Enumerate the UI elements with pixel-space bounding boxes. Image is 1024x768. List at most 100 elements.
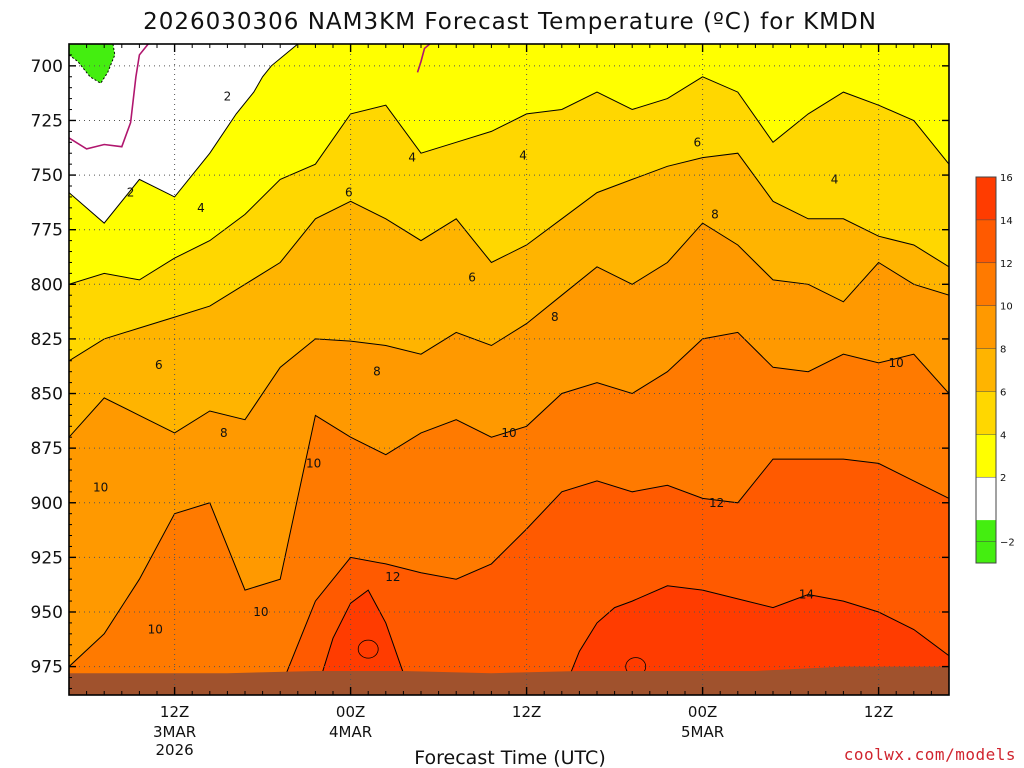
contour-label-text: 8: [711, 207, 719, 221]
colorbar-label-6: 12: [1000, 259, 1013, 270]
ytick-label-850: 850: [31, 385, 63, 405]
contour-label-text: 2: [224, 89, 232, 103]
freezing-line-2: [416, 44, 431, 73]
contour-label-16: 10: [306, 456, 321, 470]
colorbar-swatch-4: [976, 348, 996, 392]
contour-label-text: 6: [468, 271, 476, 285]
contour-label-text: 6: [155, 358, 163, 372]
contour-label-13: 8: [551, 310, 559, 324]
ytick-label-750: 750: [31, 166, 63, 186]
contour-label-text: 10: [501, 426, 516, 440]
xtick-label-4: 12Z: [864, 703, 893, 721]
xtick-date-0: 3MAR: [153, 723, 196, 741]
chart-title: 2026030306 NAM3KM Forecast Temperature (…: [143, 9, 877, 35]
colorbar-swatch-8: [976, 177, 996, 220]
isotherm-8: [69, 222, 949, 438]
contour-label-3: 4: [197, 201, 205, 215]
contour-label-22: 12: [709, 496, 724, 510]
contour-label-14: 8: [711, 207, 719, 221]
xtick-date-3: 5MAR: [681, 723, 724, 741]
axes: 700 725 750 775 800 825 850 875 900 925 950 975 12Z 3…: [31, 44, 949, 759]
contour-label-10: 6: [693, 135, 701, 149]
xtick-date-1: 4MAR: [329, 723, 372, 741]
contour-label-21: 12: [385, 570, 400, 584]
contour-label-8: 6: [468, 271, 476, 285]
ytick-label-900: 900: [31, 494, 63, 514]
isotherm-14: [314, 585, 949, 695]
colorbar-swatch-5: [976, 305, 996, 349]
colorbar-swatch-2: [976, 434, 996, 478]
ytick-label-825: 825: [31, 330, 63, 350]
freezing-line-1: [69, 44, 149, 150]
contour-label-text: 4: [519, 148, 527, 162]
contour-label-text: 4: [408, 151, 416, 165]
ytick-label-700: 700: [31, 57, 63, 77]
isotherm-12: [69, 458, 949, 695]
contour-label-4: 4: [408, 151, 416, 165]
contour-label-5: 4: [519, 148, 527, 162]
ytick-label-950: 950: [31, 603, 63, 623]
isotherm-4: [69, 76, 949, 285]
xtick-label-2: 12Z: [512, 703, 541, 721]
contour-label-23: 14: [799, 588, 814, 602]
contour-label-text: 6: [345, 186, 353, 200]
contour-label-text: 10: [253, 605, 268, 619]
ytick-label-975: 975: [31, 658, 63, 678]
contour-label-2: 2: [127, 186, 135, 200]
temp-band-14: [315, 585, 949, 695]
contour-label-19: 10: [253, 605, 268, 619]
isotherm-6: [69, 152, 949, 362]
plot-area: 2 2 4 4 4 4 6 6 6 6 8 8 8 8 10 10 10 10 10 10 12 12 14: [69, 44, 949, 695]
cold-pocket: [69, 44, 116, 84]
contour-label-text: 8: [551, 310, 559, 324]
contour-label-12: 8: [220, 426, 228, 440]
isotherm-2: [69, 44, 949, 224]
contour-label-text: 10: [93, 480, 108, 494]
contour-label-20: 10: [889, 356, 904, 370]
isotherm-10: [69, 331, 949, 667]
xtick-label-1: 00Z: [336, 703, 365, 721]
colorbar-label-7: 14: [1000, 216, 1013, 227]
colorbar-swatch-6: [976, 262, 996, 306]
warm-pocket-1: [357, 639, 379, 659]
contour-label-text: 4: [197, 201, 205, 215]
credit-link[interactable]: coolwx.com/models: [844, 745, 1016, 764]
xtick-label-0: 12Z: [160, 703, 189, 721]
plot-frame: [68, 43, 950, 696]
contour-label-6: 4: [831, 172, 839, 186]
colorbar-swatch-3: [976, 391, 996, 435]
colorbar-label-2: 4: [1000, 430, 1006, 441]
contour-label-18: 10: [148, 622, 163, 636]
contour-label-text: 12: [709, 496, 724, 510]
colorbar-label-5: 10: [1000, 302, 1013, 313]
gridlines: [69, 44, 949, 695]
ytick-label-875: 875: [31, 439, 63, 459]
ytick-label-800: 800: [31, 275, 63, 295]
colorbar-label-3: 6: [1000, 387, 1006, 398]
colorbar-label-1: 2: [1000, 473, 1006, 484]
contour-label-text: 8: [373, 365, 381, 379]
contour-label-text: 12: [385, 570, 400, 584]
contour-label-text: 2: [127, 186, 135, 200]
ytick-label-925: 925: [31, 548, 63, 568]
xtick-label-3: 00Z: [688, 703, 717, 721]
ytick-label-775: 775: [31, 221, 63, 241]
contour-label-text: 14: [799, 588, 814, 602]
x-axis-label: Forecast Time (UTC): [414, 747, 605, 768]
colorbar: −2 2 4 6 8 10 12 14 16: [975, 173, 1015, 564]
xtick-year-0: 2026: [156, 741, 194, 759]
colorbar-label-4: 8: [1000, 345, 1006, 356]
contour-label-text: 6: [693, 135, 701, 149]
contour-label-7: 6: [345, 186, 353, 200]
contour-label-text: 4: [831, 172, 839, 186]
contour-label-text: 10: [889, 356, 904, 370]
ytick-label-725: 725: [31, 111, 63, 131]
colorbar-swatch-1: [976, 477, 996, 521]
contour-label-15: 10: [93, 480, 108, 494]
contour-label-17: 10: [501, 426, 516, 440]
terrain: [69, 666, 949, 695]
colorbar-label-8: 16: [1000, 173, 1013, 184]
colorbar-label-0: −2: [1000, 538, 1015, 549]
